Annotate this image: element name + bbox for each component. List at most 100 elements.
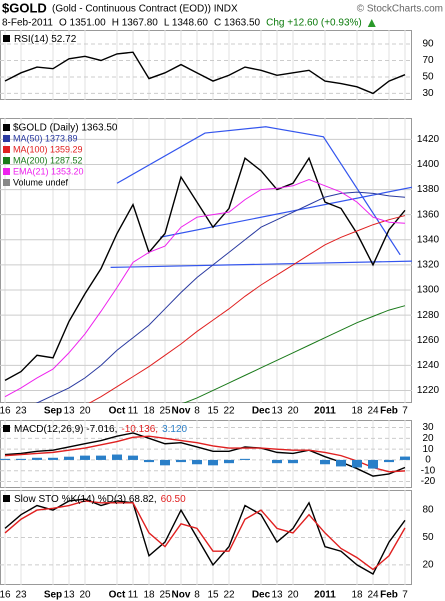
legend-swatch [3, 146, 10, 153]
trendline [110, 260, 412, 269]
x-tick-label: 15 [207, 590, 219, 601]
histogram-bar [80, 455, 90, 460]
x-tick-label: 15 [207, 406, 219, 417]
legend-label: RSI(14) 52.72 [14, 34, 77, 45]
y-tick-label: 30 [422, 88, 434, 99]
histogram-bar [320, 459, 330, 465]
x-tick-label: 16 [0, 406, 11, 417]
up-arrow [367, 19, 376, 27]
quote-info: C 1363.50 [214, 18, 261, 29]
histogram-bar [112, 454, 122, 460]
plot [0, 432, 410, 477]
subtitle: (Gold - Continuous Contract (EOD)) INDX [52, 4, 238, 15]
trendline [116, 126, 401, 256]
legend-label: 3.120 [162, 424, 187, 435]
y-tick-label: -20 [421, 476, 436, 487]
y-tick-label: 1420 [417, 134, 440, 145]
y-tick-label: 1380 [417, 184, 440, 195]
x-tick-label: Oct [109, 406, 126, 417]
histogram-bar [32, 457, 42, 460]
series-line [4, 178, 406, 398]
y-tick-label: 1320 [417, 260, 440, 271]
panel-label: Slow STO %K(14) %D(3) 68.82, 60.50 [14, 494, 186, 505]
histogram-bar [192, 459, 202, 465]
x-tick-label: 8 [194, 406, 200, 417]
histogram-bar [240, 458, 250, 460]
y-tick-label: -10 [421, 465, 436, 476]
y-tick-label: 80 [422, 505, 434, 516]
x-tick-label: 23 [15, 406, 27, 417]
series-line [4, 498, 406, 576]
histogram-bar [352, 459, 362, 468]
histogram-bar [96, 455, 106, 460]
histogram-bar [208, 459, 218, 466]
y-tick-label: 10 [422, 444, 434, 455]
x-tick-label: 25 [159, 406, 171, 417]
x-tick-label: 2011 [314, 590, 336, 601]
y-tick-label: 1300 [417, 285, 440, 296]
legend-label: Slow STO %K(14) %D(3) 68.82, [14, 494, 157, 505]
legend-swatch [3, 168, 10, 175]
histogram-bar [144, 459, 154, 463]
legend-label: MA(200) 1287.52 [13, 155, 83, 165]
legend-label: MACD(12,26,9) -7.016, [14, 424, 117, 435]
y-tick-label: 1220 [417, 385, 440, 396]
legend-swatch [3, 135, 10, 142]
series-line [4, 435, 406, 473]
histogram-bar [64, 456, 74, 460]
legend-label: Volume undef [13, 177, 69, 187]
quote-info: O 1351.00 [59, 18, 106, 29]
x-tick-label: 22 [223, 406, 235, 417]
x-tick-label: 13 [271, 590, 283, 601]
legend-swatch [3, 179, 10, 186]
legend-label: MA(100) 1359.29 [13, 144, 83, 154]
ticker: $GOLD [2, 0, 47, 15]
legend-label: $GOLD (Daily) 1363.50 [13, 123, 118, 134]
legend-label: 60.50 [161, 494, 186, 505]
quote-info: 8-Feb-2011 [2, 18, 53, 29]
x-tick-label: Feb [380, 590, 398, 601]
y-tick-label: 1240 [417, 360, 440, 371]
x-tick-label: 24 [367, 590, 379, 601]
series-line [182, 305, 406, 403]
y-tick-label: 50 [422, 532, 434, 543]
x-tick-label: 11 [128, 406, 139, 417]
y-tick-label: 70 [422, 55, 434, 66]
panel-label: RSI(14) 52.72 [14, 34, 77, 45]
quote-info: L 1348.60 [164, 18, 209, 29]
y-tick-label: 1340 [417, 234, 440, 245]
histogram-bar [16, 458, 26, 460]
histogram-bar [368, 459, 378, 469]
histogram-bar [176, 459, 186, 463]
x-tick-label: 18 [351, 406, 363, 417]
x-tick-label: 11 [128, 590, 139, 601]
histogram-bar [272, 459, 282, 464]
x-tick-label: 13 [271, 406, 283, 417]
x-tick-label: 20 [287, 590, 299, 601]
y-tick-label: 90 [422, 39, 434, 50]
legend-swatch [3, 35, 10, 42]
x-tick-label: 23 [15, 590, 27, 601]
x-tick-label: 18 [143, 590, 155, 601]
histogram-bar [224, 459, 234, 464]
x-tick-label: 20 [79, 406, 91, 417]
legend-swatch [3, 495, 10, 502]
series-line [4, 51, 406, 95]
series-line [88, 215, 406, 403]
histogram-bar [400, 456, 410, 460]
series-line [4, 156, 406, 382]
legend-swatch [3, 157, 10, 164]
histogram-bar [0, 458, 10, 460]
x-tick-label: 7 [402, 590, 408, 601]
legend-label: MA(50) 1373.89 [13, 133, 78, 143]
x-tick-label: Sep [44, 590, 62, 601]
x-tick-label: Nov [172, 406, 191, 417]
y-tick-label: 20 [422, 433, 434, 444]
x-tick-label: 24 [367, 406, 379, 417]
x-tick-label: 18 [351, 590, 363, 601]
y-tick-label: 1260 [417, 335, 440, 346]
histogram-bar [384, 459, 394, 463]
x-tick-label: 22 [223, 590, 235, 601]
y-tick-label: 1400 [417, 159, 440, 170]
